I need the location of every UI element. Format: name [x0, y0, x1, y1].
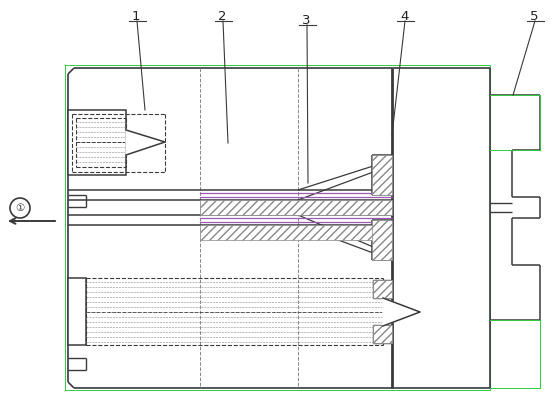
Bar	[68, 278, 86, 345]
Bar	[372, 220, 392, 260]
Text: 1: 1	[132, 10, 141, 23]
Text: ①: ①	[15, 203, 25, 213]
Bar	[200, 225, 392, 240]
Bar	[372, 155, 392, 195]
Polygon shape	[383, 298, 420, 326]
Polygon shape	[126, 130, 165, 155]
Text: 4: 4	[400, 10, 408, 23]
Bar	[200, 200, 392, 215]
Bar	[373, 325, 392, 343]
Bar	[68, 110, 126, 175]
Text: 3: 3	[302, 15, 310, 27]
Text: 5: 5	[530, 10, 539, 23]
Bar	[373, 280, 392, 298]
Text: 2: 2	[218, 10, 226, 23]
